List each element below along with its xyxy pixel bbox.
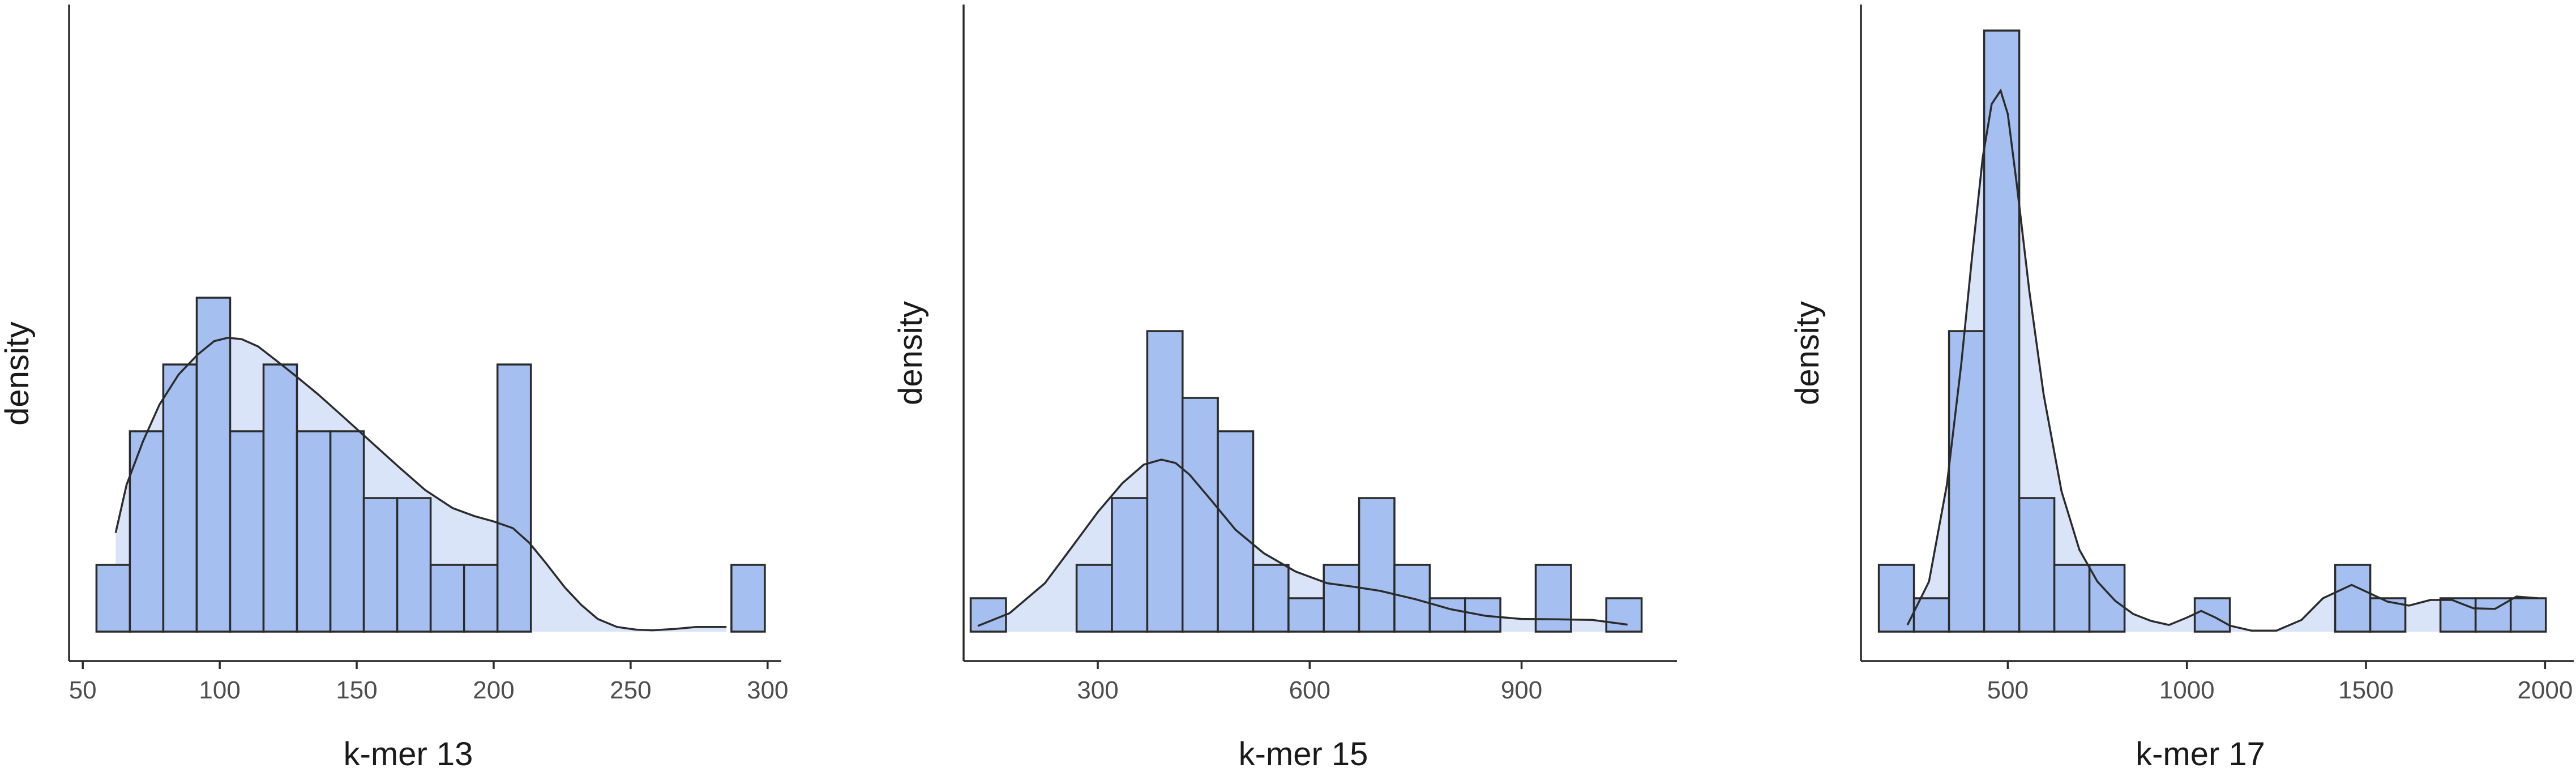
y-axis-title: density bbox=[892, 301, 929, 405]
histogram-bar bbox=[262, 363, 298, 633]
histogram-bar bbox=[463, 564, 499, 633]
kmer-13-panel: 50 100 150 200 250 300 k-mer 13 density bbox=[0, 5, 789, 772]
histogram-bar bbox=[195, 297, 232, 633]
histogram-bar bbox=[730, 564, 766, 633]
histogram-bar bbox=[496, 363, 532, 633]
histogram-bar bbox=[1111, 497, 1149, 633]
histogram-bar bbox=[2053, 564, 2091, 633]
histogram-bar bbox=[1075, 564, 1113, 633]
x-axis-title: k-mer 13 bbox=[344, 736, 473, 772]
histogram-bar bbox=[162, 363, 198, 633]
x-tick-label: 100 bbox=[199, 676, 240, 704]
density-curve bbox=[1906, 88, 2538, 632]
histogram-bar bbox=[1323, 564, 1360, 633]
histogram-bar bbox=[969, 597, 1007, 633]
histogram-bar bbox=[296, 430, 332, 633]
kmer-15-panel: 300 600 900 k-mer 15 density bbox=[892, 5, 1677, 772]
histogram-bar bbox=[2439, 597, 2477, 633]
x-tick-label: 200 bbox=[473, 676, 514, 704]
histogram-bar bbox=[1252, 564, 1290, 633]
histogram-bar bbox=[1605, 597, 1643, 633]
x-tick-label: 500 bbox=[1987, 676, 2029, 704]
x-tick-label: 1500 bbox=[2338, 676, 2394, 704]
x-tick-label: 2000 bbox=[2517, 676, 2573, 704]
x-tick-label: 150 bbox=[336, 676, 377, 704]
histogram-bar bbox=[2018, 497, 2056, 633]
histogram-bar bbox=[1428, 597, 1466, 633]
histogram-bar bbox=[1534, 564, 1572, 633]
histogram-bar bbox=[429, 564, 465, 633]
x-tick-label: 300 bbox=[747, 676, 788, 704]
histogram-bar bbox=[1287, 597, 1325, 633]
histogram-bar bbox=[329, 430, 365, 633]
x-tick-label: 900 bbox=[1501, 676, 1542, 704]
x-tick-label: 600 bbox=[1289, 676, 1330, 704]
histogram-bar bbox=[1983, 29, 2021, 633]
histogram-bar bbox=[396, 497, 432, 633]
histogram-bar bbox=[1217, 430, 1255, 633]
histogram-bar bbox=[1358, 497, 1396, 633]
histogram-bar bbox=[2334, 564, 2372, 633]
histogram-bar bbox=[95, 564, 131, 633]
y-axis-title: density bbox=[1789, 301, 1826, 405]
x-tick-label: 300 bbox=[1077, 676, 1118, 704]
density-curve bbox=[114, 337, 727, 632]
histogram-bar bbox=[1146, 330, 1184, 633]
kmer-17-panel: 500 1000 1500 2000 k-mer 17 density bbox=[1789, 5, 2574, 772]
x-tick-label: 50 bbox=[69, 676, 97, 704]
x-axis-title: k-mer 15 bbox=[1239, 736, 1368, 772]
x-axis-title: k-mer 17 bbox=[2136, 736, 2265, 772]
histogram-bar bbox=[2193, 597, 2231, 633]
y-axis-title: density bbox=[0, 321, 36, 426]
x-tick-label: 1000 bbox=[2159, 676, 2215, 704]
x-tick-label: 250 bbox=[610, 676, 651, 704]
histogram-bar bbox=[362, 497, 399, 633]
histogram-bar bbox=[2509, 597, 2547, 633]
histogram-bar bbox=[1181, 397, 1219, 633]
histogram-bar bbox=[229, 430, 265, 633]
histogram-bar bbox=[1948, 330, 1986, 633]
density-curve bbox=[977, 458, 1628, 627]
